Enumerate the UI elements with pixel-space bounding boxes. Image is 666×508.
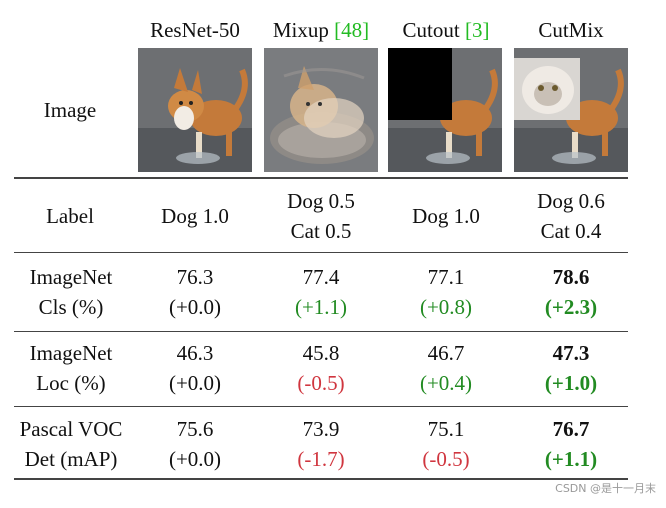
label-cutmix-dog: Dog 0.6: [537, 189, 605, 213]
cell-loc-cutmix: 47.3 (+1.0): [512, 338, 630, 398]
header-cutout-citation[interactable]: [3]: [464, 18, 490, 42]
cell-loc-cutout: 46.7 (+0.4): [384, 338, 508, 398]
cell-value: 78.6: [552, 265, 590, 289]
row-header-line2: Det (mAP): [24, 447, 118, 471]
row-header-imagenet-loc: ImageNet Loc (%): [12, 338, 130, 398]
cell-value: 46.7: [427, 341, 465, 365]
image-mixup: [264, 48, 378, 172]
cell-value: 46.3: [176, 341, 214, 365]
header-mixup-citation[interactable]: [48]: [334, 18, 370, 42]
cell-delta: (+1.1): [544, 447, 598, 471]
cell-value: 73.9: [302, 417, 340, 441]
cell-delta: (+0.4): [419, 371, 473, 395]
header-cutout: Cutout [3]: [384, 18, 508, 43]
image-resnet50: [138, 48, 252, 172]
cell-det-resnet50: 75.6 (+0.0): [138, 414, 252, 474]
cell-cls-cutmix: 78.6 (+2.3): [512, 262, 630, 322]
cell-value: 76.3: [176, 265, 214, 289]
cell-cls-resnet50: 76.3 (+0.0): [138, 262, 252, 322]
cell-loc-resnet50: 46.3 (+0.0): [138, 338, 252, 398]
cell-delta: (-0.5): [297, 371, 345, 395]
label-cutmix-cat: Cat 0.4: [540, 219, 602, 243]
label-cutout: Dog 1.0: [412, 204, 480, 228]
cell-det-cutout: 75.1 (-0.5): [384, 414, 508, 474]
cell-value: 47.3: [552, 341, 590, 365]
rule-under-label: [14, 252, 628, 253]
label-resnet50: Dog 1.0: [161, 204, 229, 228]
image-cutmix: [514, 48, 628, 172]
row-header-line1: ImageNet: [29, 341, 113, 365]
header-mixup-name: Mixup: [272, 18, 329, 42]
cell-value: 77.1: [427, 265, 465, 289]
cell-det-mixup: 73.9 (-1.7): [258, 414, 384, 474]
cell-delta: (-1.7): [297, 447, 345, 471]
header-resnet50: ResNet-50: [150, 18, 240, 42]
cell-delta: (+1.0): [544, 371, 598, 395]
row-header-line2: Cls (%): [38, 295, 104, 319]
cell-cls-cutout: 77.1 (+0.8): [384, 262, 508, 322]
cell-delta: (+0.0): [168, 447, 222, 471]
cell-loc-mixup: 45.8 (-0.5): [258, 338, 384, 398]
rule-under-images: [14, 177, 628, 179]
row-label-image: Image: [43, 98, 97, 122]
cell-delta: (+2.3): [544, 295, 598, 319]
cell-value: 75.6: [176, 417, 214, 441]
row-header-line1: ImageNet: [29, 265, 113, 289]
watermark: CSDN @是十一月末: [555, 482, 656, 495]
rule-under-cls: [14, 331, 628, 332]
cell-cls-mixup: 77.4 (+1.1): [258, 262, 384, 322]
rule-bottom: [14, 478, 628, 480]
cell-delta: (-0.5): [422, 447, 470, 471]
image-cutout: [388, 48, 502, 172]
header-cutmix: CutMix: [538, 18, 604, 42]
header-cutout-name: Cutout: [402, 18, 460, 42]
cell-value: 76.7: [552, 417, 590, 441]
row-header-imagenet-cls: ImageNet Cls (%): [12, 262, 130, 322]
label-cutmix: Dog 0.6 Cat 0.4: [512, 186, 630, 246]
row-label-label: Label: [46, 204, 94, 228]
row-header-pascal-voc-det: Pascal VOC Det (mAP): [4, 414, 138, 474]
label-mixup-cat: Cat 0.5: [290, 219, 352, 243]
cell-delta: (+0.0): [168, 371, 222, 395]
rule-under-loc: [14, 406, 628, 407]
cell-value: 77.4: [302, 265, 340, 289]
row-header-line1: Pascal VOC: [19, 417, 123, 441]
cell-delta: (+0.8): [419, 295, 473, 319]
cell-value: 75.1: [427, 417, 465, 441]
label-mixup-dog: Dog 0.5: [287, 189, 355, 213]
header-mixup: Mixup [48]: [258, 18, 384, 43]
cell-det-cutmix: 76.7 (+1.1): [512, 414, 630, 474]
row-header-line2: Loc (%): [36, 371, 106, 395]
label-mixup: Dog 0.5 Cat 0.5: [258, 186, 384, 246]
cell-delta: (+1.1): [294, 295, 348, 319]
cell-delta: (+0.0): [168, 295, 222, 319]
cell-value: 45.8: [302, 341, 340, 365]
